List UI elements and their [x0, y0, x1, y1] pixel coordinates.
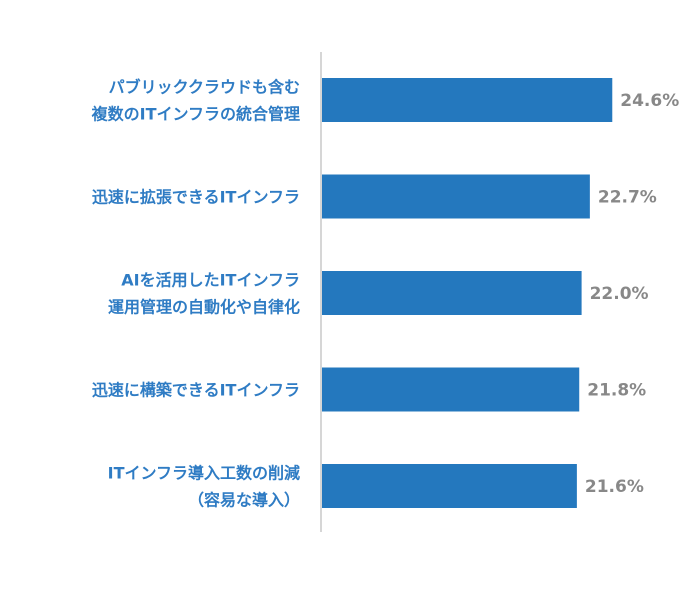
value-label-2: 22.7% [598, 188, 657, 208]
category-label-1-line-1: パブリッククラウドも含む [109, 78, 300, 97]
category-label-5-line-2: （容易な導入） [188, 491, 300, 510]
bar-2 [322, 174, 590, 219]
category-label-3-line-2: 運用管理の自動化や自律化 [108, 298, 300, 317]
category-label-4-line-1: 迅速に構築できるITインフラ [92, 381, 300, 400]
category-label-3-line-1: AIを活用したITインフラ [121, 271, 300, 290]
value-label-4: 21.8% [587, 381, 646, 401]
bar-3 [322, 271, 582, 315]
category-label-1-line-2: 複数のITインフラの統合管理 [91, 105, 300, 124]
bar-5 [322, 464, 577, 508]
value-label-3: 22.0% [590, 284, 649, 304]
category-label-2-line-1: 迅速に拡張できるITインフラ [92, 188, 300, 207]
bar-4 [322, 367, 580, 412]
value-label-1: 24.6% [620, 91, 679, 111]
value-label-5: 21.6% [585, 477, 644, 497]
category-label-5-line-1: ITインフラ導入工数の削減 [108, 464, 300, 483]
bar-1 [322, 78, 613, 122]
